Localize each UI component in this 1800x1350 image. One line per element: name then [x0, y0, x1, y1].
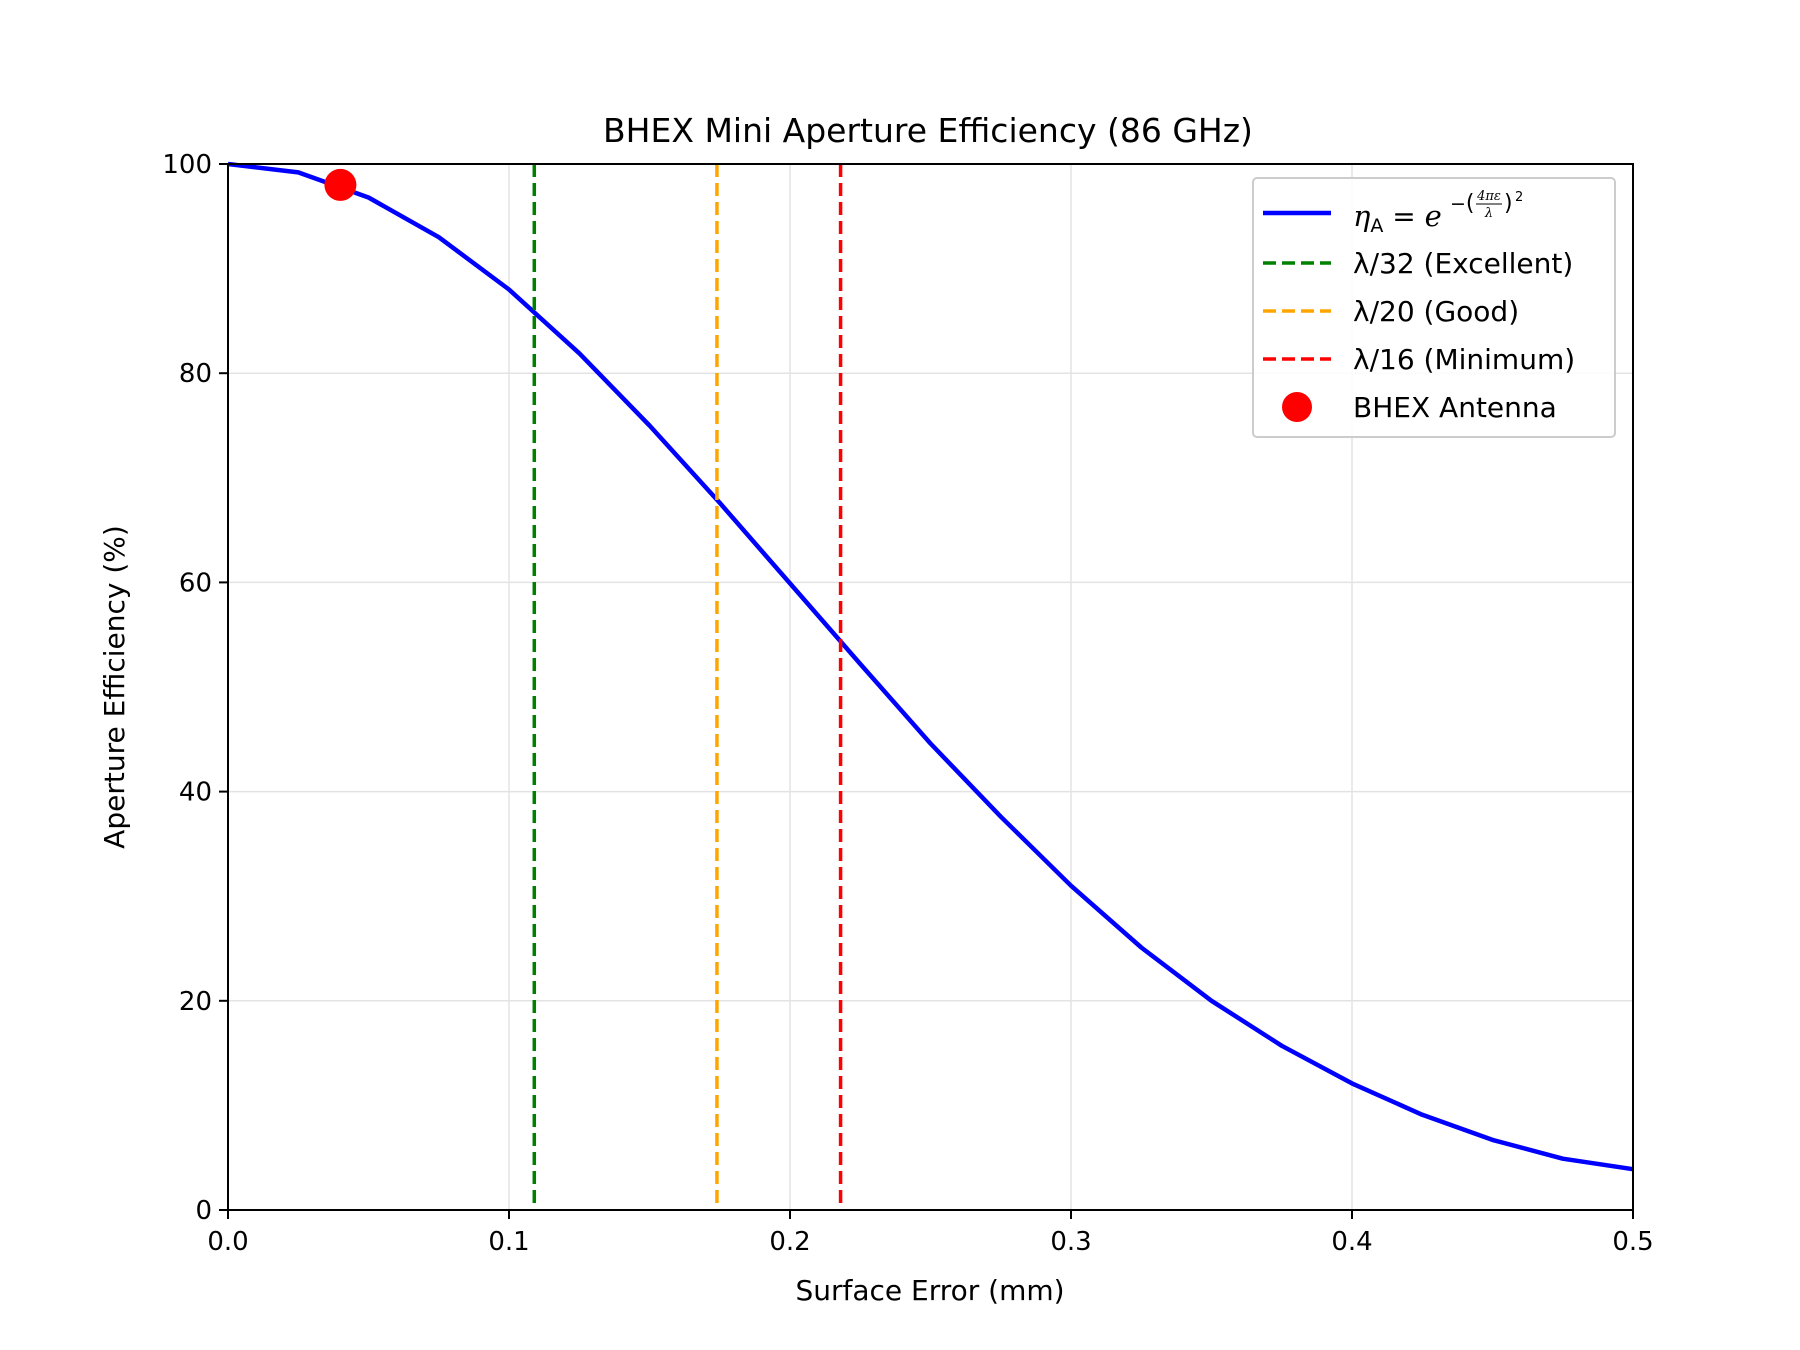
legend-label-excellent: λ/32 (Excellent) — [1353, 247, 1573, 280]
antenna-marker — [324, 168, 357, 201]
legend-formula-close: ) — [1504, 191, 1513, 216]
legend-label-antenna: BHEX Antenna — [1353, 391, 1557, 424]
x-tick-label: 0.2 — [769, 1227, 810, 1257]
legend-formula-exponent: −( — [1450, 191, 1475, 216]
legend-formula-eta: η — [1353, 199, 1371, 233]
chart-title: BHEX Mini Aperture Efficiency (86 GHz) — [603, 111, 1253, 150]
legend: ηA = e −( 4πε λ ) 2 λ/32 (Excellent) λ/2… — [1252, 177, 1616, 438]
y-tick-label: 100 — [162, 150, 212, 180]
y-tick-label: 40 — [179, 778, 212, 808]
legend-label-good: λ/20 (Good) — [1353, 295, 1519, 328]
x-tick-label: 0.0 — [207, 1227, 248, 1257]
legend-box — [1252, 177, 1616, 438]
x-tick-label: 0.1 — [488, 1227, 529, 1257]
y-tick-label: 60 — [179, 568, 212, 598]
legend-formula-numerator: 4πε — [1476, 189, 1501, 204]
y-axis-label: Aperture Efficiency (%) — [98, 525, 131, 849]
legend-formula-denominator: λ — [1484, 206, 1493, 221]
x-tick-label: 0.4 — [1331, 1227, 1372, 1257]
x-tick-label: 0.3 — [1050, 1227, 1091, 1257]
y-axis: 0 20 40 60 80 100 — [162, 150, 228, 1226]
legend-formula-equals: = — [1383, 200, 1424, 233]
legend-formula-subscript: A — [1370, 215, 1383, 237]
legend-label-formula: ηA = e — [1353, 199, 1442, 237]
x-axis: 0.0 0.1 0.2 0.3 0.4 0.5 — [207, 1210, 1654, 1257]
efficiency-curve — [227, 161, 1634, 1172]
legend-formula-e: e — [1425, 199, 1442, 233]
x-tick-label: 0.5 — [1612, 1227, 1653, 1257]
legend-formula-minus: − — [1450, 193, 1466, 215]
y-tick-label: 80 — [179, 359, 212, 389]
legend-formula-power: 2 — [1515, 190, 1523, 205]
plot-area — [227, 161, 1634, 1210]
legend-label-minimum: λ/16 (Minimum) — [1353, 343, 1575, 376]
axes-frame — [227, 163, 1634, 1211]
y-tick-label: 20 — [179, 987, 212, 1017]
x-axis-label: Surface Error (mm) — [795, 1274, 1064, 1307]
y-tick-label: 0 — [195, 1196, 212, 1226]
legend-marker-antenna — [1282, 392, 1312, 422]
